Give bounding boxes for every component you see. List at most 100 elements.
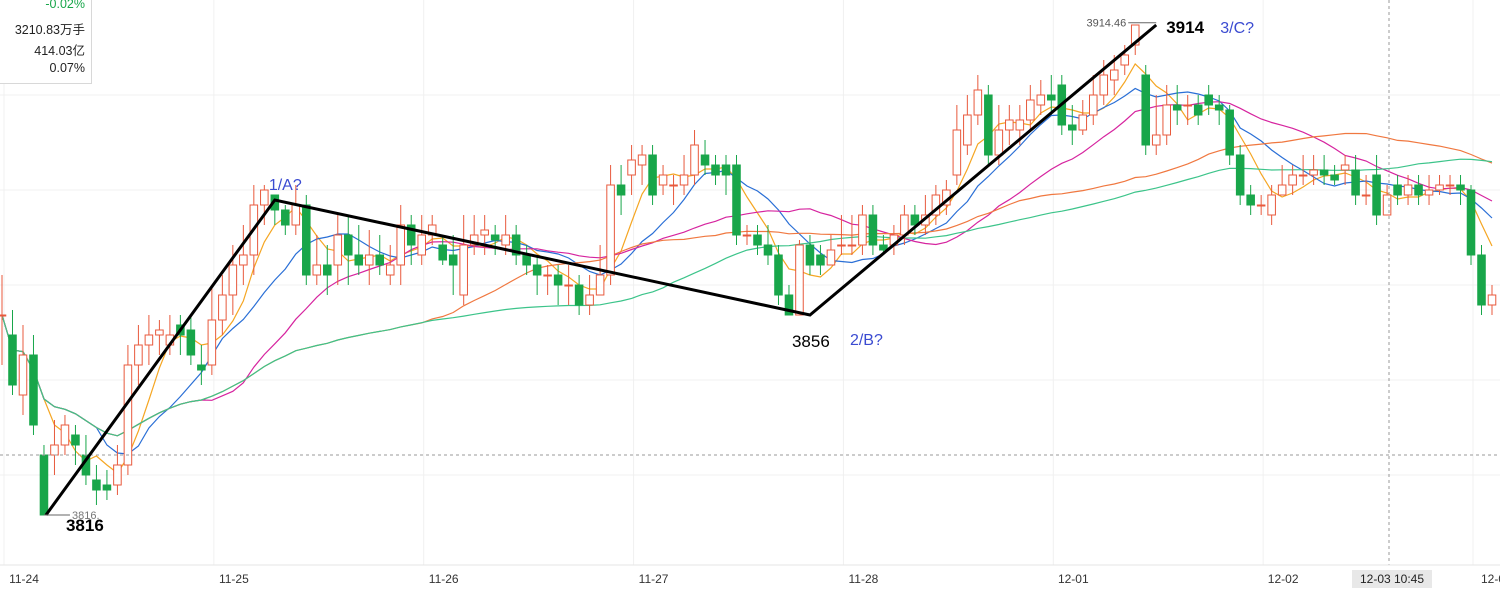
candle-body (1288, 174, 1297, 186)
change-percent: -0.02% (45, 0, 85, 11)
candle-body (732, 164, 741, 236)
x-tick-label: 12-01 (1058, 572, 1089, 586)
candle-body (1162, 104, 1171, 136)
grid-lines (0, 0, 1500, 565)
candle-body (302, 204, 311, 276)
candle-body (1015, 119, 1025, 131)
candle-body (1267, 194, 1276, 216)
candle-body (501, 234, 510, 246)
candle (837, 215, 846, 255)
candle (1204, 85, 1213, 115)
candle (218, 275, 227, 335)
wave-overlay: 3816 1/A? 3856 2/B? 3914 3/C? (44, 18, 1254, 535)
candle (1393, 175, 1402, 205)
candle-body (8, 334, 17, 386)
candle (616, 165, 626, 215)
candle-body (679, 174, 689, 186)
candle-body (92, 479, 101, 491)
candle-body (1193, 104, 1203, 116)
candle-body (753, 234, 762, 246)
candle (564, 265, 573, 305)
candle (343, 215, 353, 285)
crosshair-time-label-group: 12-03 10:45 (1352, 570, 1432, 588)
candle (469, 215, 479, 255)
candle-body (448, 254, 458, 266)
candle-body (1351, 169, 1360, 196)
wave-label: 3/C? (1220, 20, 1254, 37)
candle-body (627, 159, 636, 176)
candle (375, 235, 385, 275)
candle (123, 345, 133, 475)
candle-body (553, 274, 563, 286)
candle (721, 155, 731, 195)
candle (459, 215, 468, 305)
candle (637, 145, 647, 185)
candle-body (574, 284, 584, 306)
candle (1036, 80, 1046, 115)
candle (207, 285, 217, 375)
high-marker-label: 3914.46 (1086, 18, 1126, 30)
candle (1414, 175, 1423, 205)
candle (1298, 155, 1308, 185)
candle-body (1214, 104, 1224, 111)
crosshair-time-box (1352, 570, 1432, 588)
candle-body (144, 334, 154, 346)
candle (585, 275, 594, 315)
candle (1456, 175, 1465, 205)
candle (648, 145, 657, 205)
candle (71, 425, 80, 465)
candle (302, 195, 311, 285)
candle (742, 225, 752, 245)
candle (732, 155, 741, 245)
candle (1151, 95, 1161, 155)
candle-body (637, 154, 647, 166)
candle-body (658, 174, 668, 186)
candle (805, 235, 815, 275)
candle (1487, 285, 1497, 315)
candle (868, 205, 878, 255)
candle-body (459, 244, 468, 296)
candle (1005, 105, 1014, 145)
candle-body (1120, 54, 1130, 66)
candle-body (1078, 114, 1088, 131)
candle-body (564, 284, 573, 287)
candle (113, 445, 122, 495)
candle-body (39, 454, 49, 516)
candle (532, 255, 542, 295)
ma-line (1, 87, 1493, 455)
candle (1361, 175, 1371, 205)
candle (1256, 195, 1266, 215)
candle-body (669, 184, 678, 187)
candle (910, 205, 920, 235)
candle-body (1026, 99, 1035, 121)
candle-body (910, 214, 920, 226)
candle (1130, 24, 1140, 55)
candle-body (1435, 184, 1444, 191)
candle-body (784, 294, 794, 316)
candle-body (1005, 119, 1014, 131)
candle (1235, 145, 1245, 205)
candle-body (333, 234, 343, 266)
candle (858, 205, 867, 255)
candle (816, 245, 825, 275)
candle-body (1068, 124, 1077, 131)
candle-body (595, 274, 605, 296)
candle (50, 420, 59, 475)
candle (281, 205, 290, 235)
candle (973, 75, 983, 125)
candle-body (343, 234, 353, 256)
candle (984, 85, 993, 165)
candle-body (795, 244, 804, 316)
candle-body (511, 234, 521, 256)
candle-body (700, 154, 710, 166)
candle-body (354, 254, 364, 266)
candle (847, 215, 857, 255)
candle-body (1141, 74, 1151, 146)
candle-body (1372, 174, 1381, 216)
candle (1340, 155, 1350, 185)
candle-body (197, 364, 206, 371)
candle (364, 230, 374, 285)
candle-body (543, 274, 552, 277)
wave-label: 1/A? (269, 177, 302, 194)
